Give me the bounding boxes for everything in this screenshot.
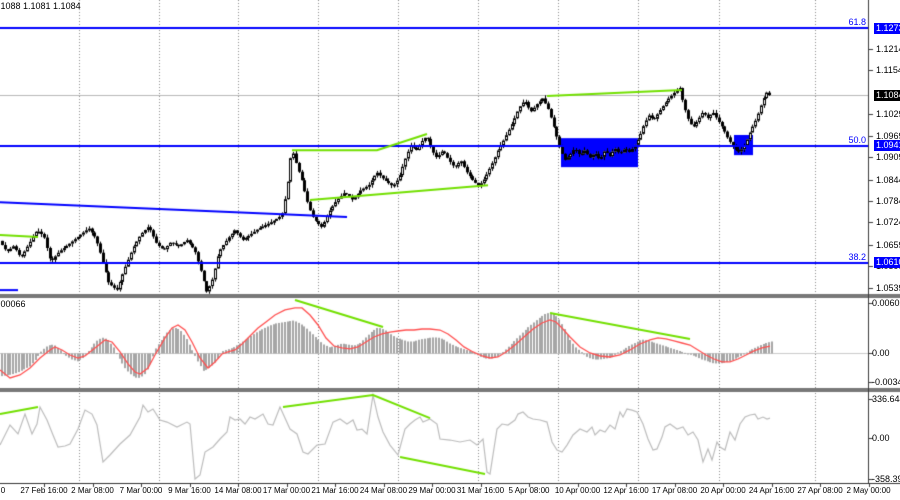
time-label: 9 Mar 16:00 [168, 486, 211, 495]
price-tick-label: 1.1029 [876, 109, 900, 120]
price-tick-label: 1.1154 [876, 65, 900, 76]
fib-price-marker: 1.0610 [874, 257, 900, 269]
time-label: 14 Mar 08:00 [214, 486, 262, 495]
time-label: 24 Apr 16:00 [748, 486, 795, 495]
time-label: 5 Apr 08:00 [508, 486, 550, 495]
time-label: 21 Mar 16:00 [311, 486, 359, 495]
fib-level-label: 50.0 [848, 134, 866, 145]
fib-price-marker: 1.1273 [874, 22, 900, 34]
time-label: 17 Apr 08:00 [651, 486, 698, 495]
macd-tick-label: -0.00346 [872, 377, 900, 388]
time-label-partial: 0 [0, 486, 6, 495]
cci-tick-label: 0.00 [872, 432, 890, 443]
macd-tick-label: 0.00602 [872, 298, 900, 309]
time-label: 27 Feb 16:00 [20, 486, 68, 495]
time-label: 24 Mar 08:00 [359, 486, 408, 495]
time-label: 2 May 00:00 [846, 486, 891, 495]
time-label: 10 Apr 00:00 [554, 486, 601, 495]
macd-tick-label: 0.00 [872, 348, 890, 359]
price-tick-label: 1.0909 [876, 151, 900, 162]
time-label: 27 Apr 08:00 [797, 486, 843, 495]
current-price-marker: 1.1084 [874, 89, 900, 101]
price-tick-label: 1.0784 [876, 196, 900, 207]
time-axis[interactable]: 27 Feb 16:00 2 Mar 08:00 7 Mar 00:00 9 Mar … [0, 484, 900, 500]
macd-value-readout: 0.00066 [0, 299, 26, 309]
price-tick-label: 1.1214 [876, 44, 900, 55]
price-tick-label: 1.0844 [876, 174, 900, 185]
ohlc-readout: 1.1088 1.1081 1.1084 [0, 1, 81, 11]
fib-level-label: 61.8 [848, 17, 866, 28]
time-label: 17 Mar 00:00 [262, 486, 311, 495]
price-tick-label: 1.0724 [876, 217, 900, 228]
price-tick-label: 1.0659 [876, 240, 900, 251]
price-tick-label: 1.0969 [876, 130, 900, 141]
time-label: 20 Apr 00:00 [700, 486, 746, 495]
time-label: 12 Apr 16:00 [603, 486, 649, 495]
time-label: 29 Mar 00:00 [408, 486, 456, 495]
time-label: 2 Mar 08:00 [71, 486, 114, 495]
price-axis[interactable]: 1.1214 1.1154 1.1029 1.0969 1.0909 1.0844 1.07… [868, 0, 900, 484]
time-label: 31 Mar 16:00 [456, 486, 505, 495]
cci-tick-label: 336.644 [872, 394, 900, 405]
fib-level-label: 38.2 [848, 251, 866, 262]
cci-tick-label: -358.398 [872, 473, 900, 484]
price-tick-label: 1.0539 [876, 282, 900, 293]
time-label: 7 Mar 00:00 [119, 486, 163, 495]
